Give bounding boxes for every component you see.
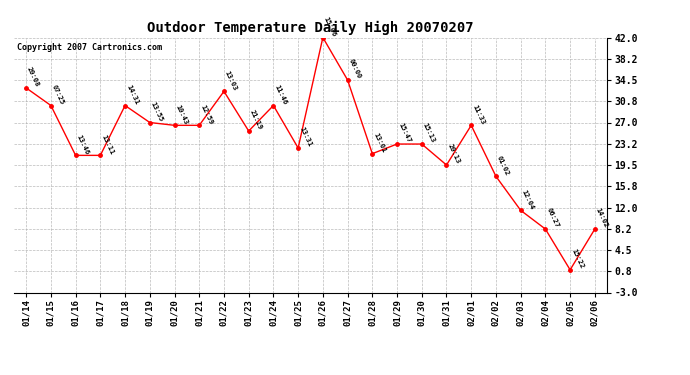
Text: 15:13: 15:13 — [422, 122, 436, 144]
Text: 15:06: 15:06 — [323, 16, 337, 38]
Text: Copyright 2007 Cartronics.com: Copyright 2007 Cartronics.com — [17, 43, 161, 52]
Text: 07:25: 07:25 — [51, 84, 66, 105]
Text: 20:08: 20:08 — [26, 66, 41, 88]
Text: 13:46: 13:46 — [76, 134, 90, 155]
Text: 15:22: 15:22 — [570, 248, 584, 270]
Text: 13:55: 13:55 — [150, 101, 164, 123]
Text: 00:00: 00:00 — [348, 58, 362, 80]
Text: 06:27: 06:27 — [545, 207, 560, 229]
Text: 13:03: 13:03 — [224, 69, 238, 92]
Text: 12:59: 12:59 — [199, 104, 214, 125]
Text: 20:13: 20:13 — [446, 143, 461, 165]
Text: 21:19: 21:19 — [248, 109, 263, 131]
Text: 11:33: 11:33 — [471, 104, 486, 125]
Text: 11:46: 11:46 — [273, 84, 288, 105]
Text: 10:43: 10:43 — [175, 104, 189, 125]
Text: 14:02: 14:02 — [595, 207, 609, 229]
Title: Outdoor Temperature Daily High 20070207: Outdoor Temperature Daily High 20070207 — [147, 21, 474, 35]
Text: 01:02: 01:02 — [496, 154, 511, 176]
Text: 15:47: 15:47 — [397, 122, 411, 144]
Text: 13:01: 13:01 — [373, 132, 386, 154]
Text: 12:04: 12:04 — [521, 189, 535, 210]
Text: 13:31: 13:31 — [298, 126, 313, 148]
Text: 13:11: 13:11 — [100, 134, 115, 155]
Text: 14:31: 14:31 — [125, 84, 139, 105]
